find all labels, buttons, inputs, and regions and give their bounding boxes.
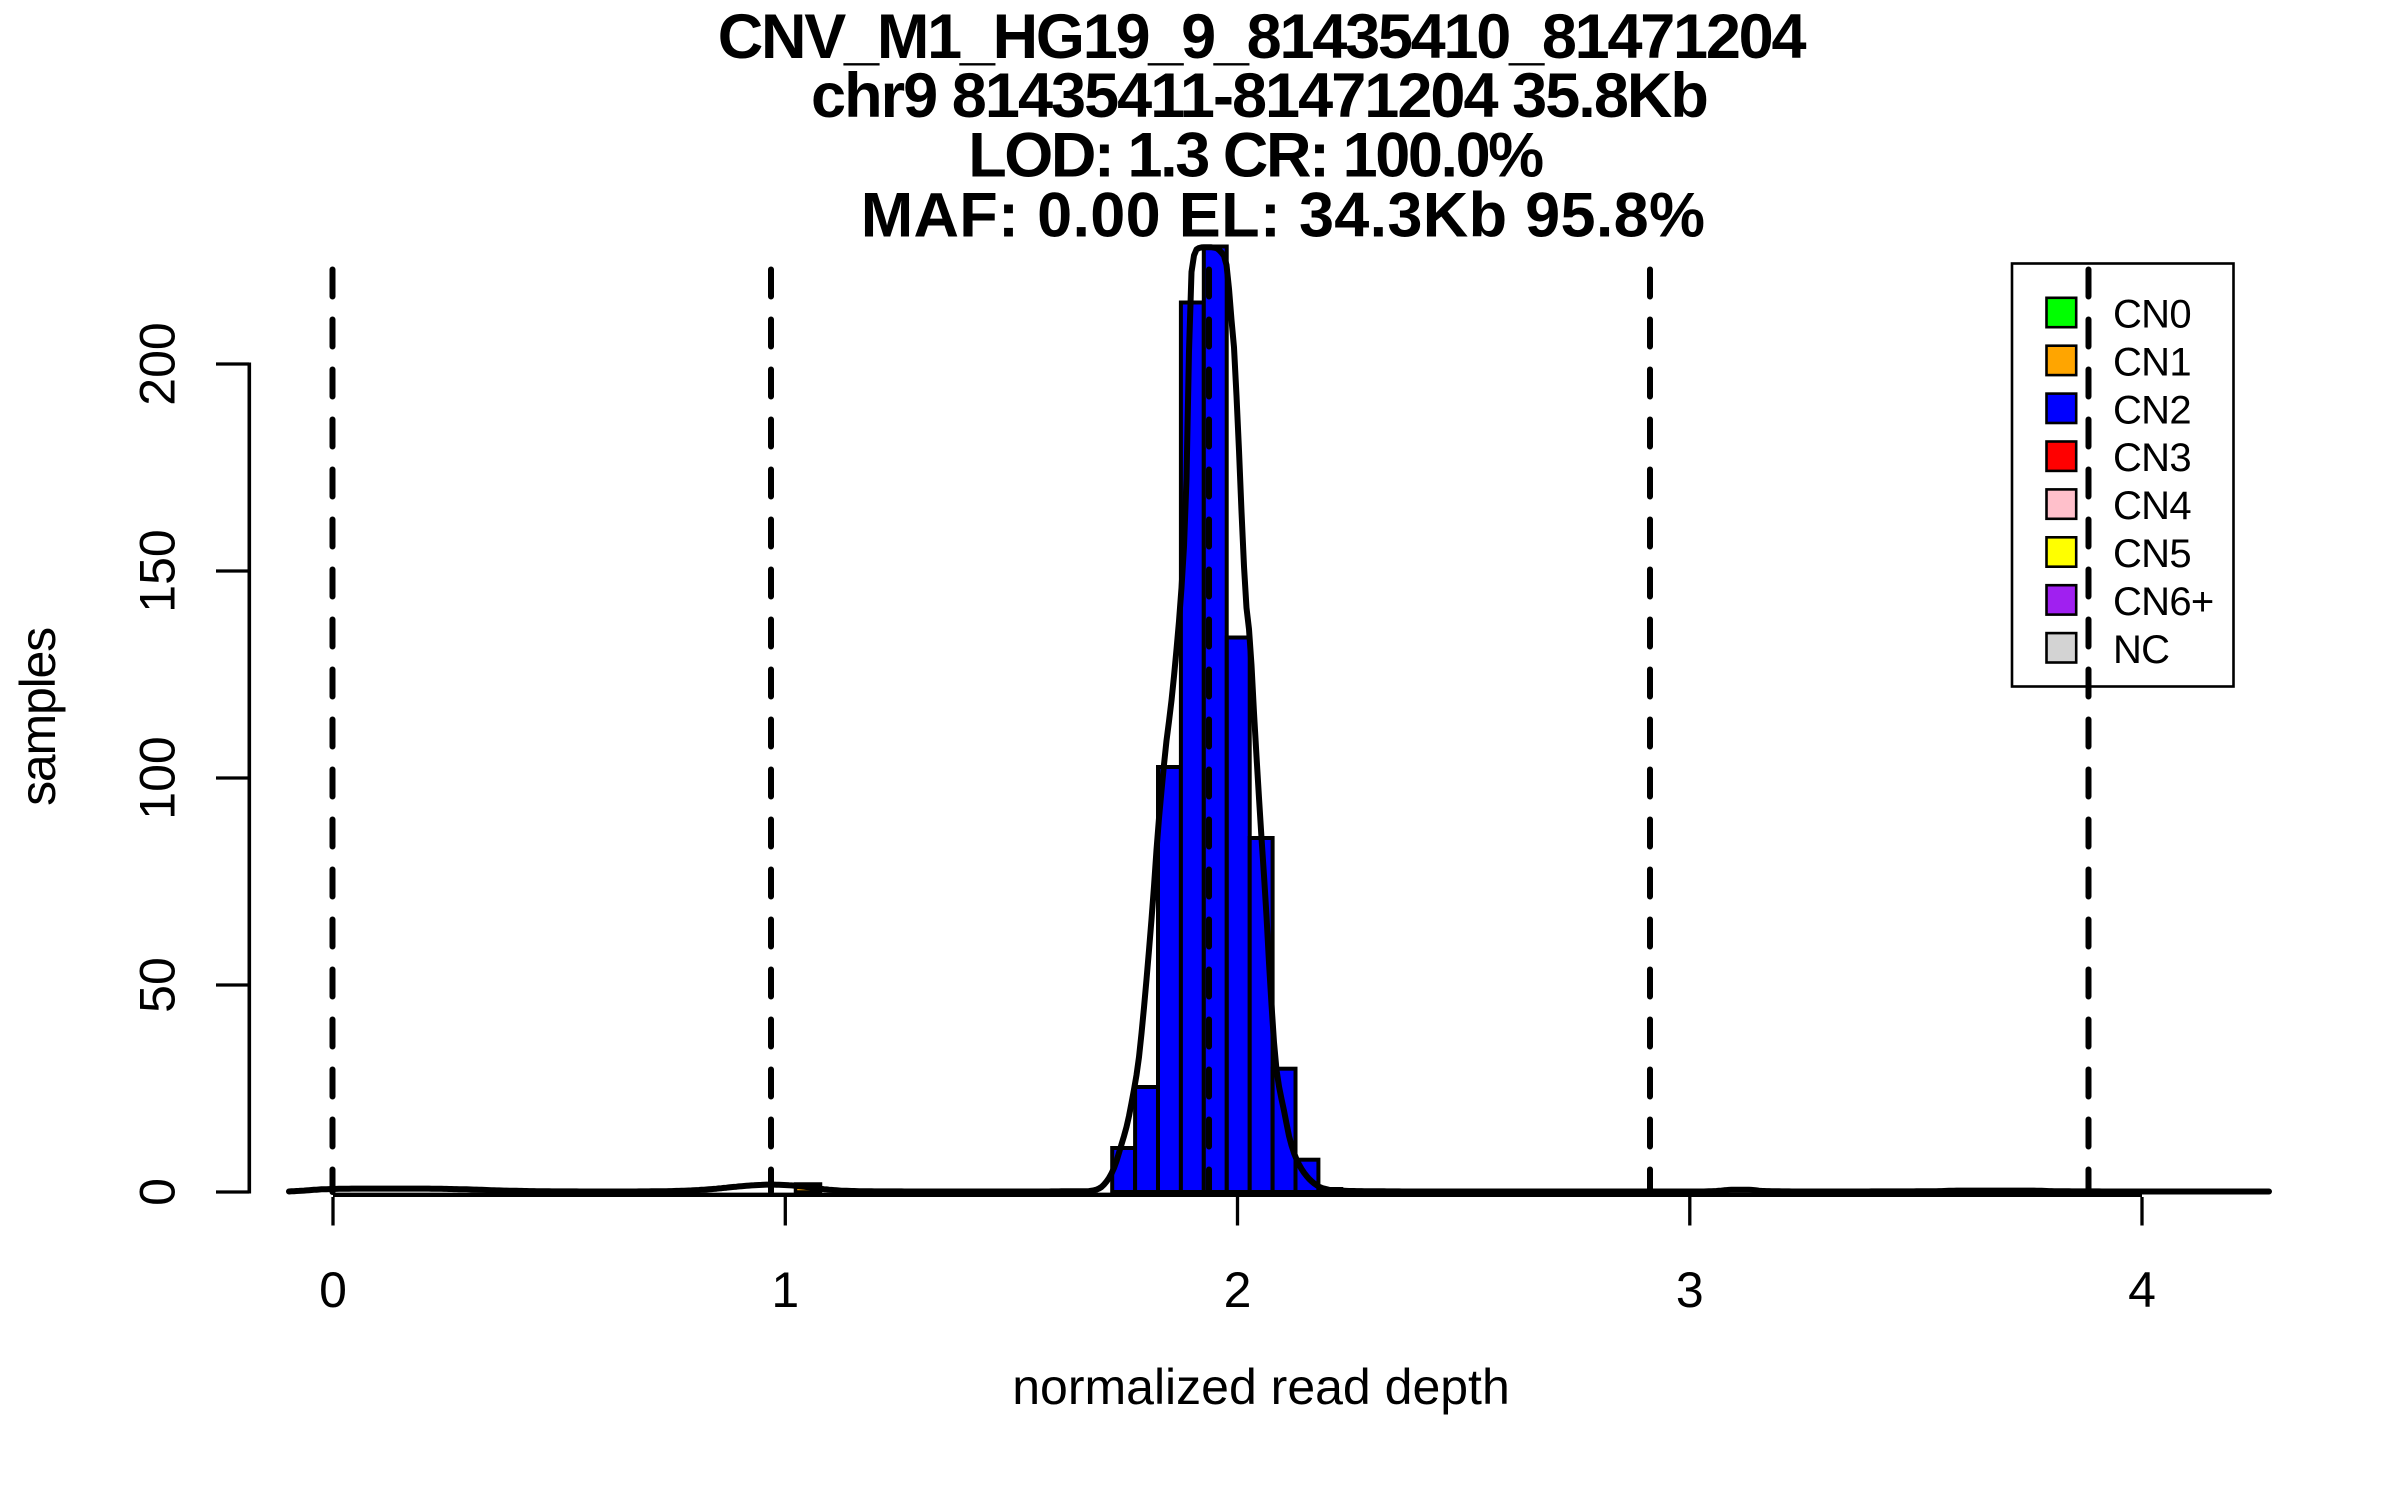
svg-text:samples: samples: [10, 628, 66, 806]
svg-text:CN4: CN4: [2113, 484, 2191, 528]
svg-text:2: 2: [1224, 1262, 1252, 1318]
svg-text:4: 4: [2128, 1262, 2156, 1318]
svg-text:NC: NC: [2113, 628, 2169, 672]
svg-text:CN1: CN1: [2113, 340, 2191, 384]
svg-text:50: 50: [130, 957, 186, 1013]
svg-text:0: 0: [319, 1262, 347, 1318]
svg-text:LOD: 1.3 CR: 100.0%: LOD: 1.3 CR: 100.0%: [968, 121, 1543, 191]
svg-text:CN5: CN5: [2113, 532, 2191, 576]
svg-text:200: 200: [130, 322, 186, 405]
svg-text:CN6+: CN6+: [2113, 580, 2214, 624]
svg-text:3: 3: [1676, 1262, 1704, 1318]
svg-text:normalized read depth: normalized read depth: [1012, 1359, 1510, 1415]
svg-text:CN3: CN3: [2113, 436, 2191, 480]
svg-text:CN0: CN0: [2113, 293, 2191, 337]
svg-text:MAF: 0.00 EL: 34.3Kb 95.8%: MAF: 0.00 EL: 34.3Kb 95.8%: [861, 181, 1706, 251]
svg-text:150: 150: [130, 529, 186, 612]
svg-text:0: 0: [130, 1178, 186, 1206]
svg-text:CNV_M1_HG19_9_81435410_8147120: CNV_M1_HG19_9_81435410_81471204: [718, 2, 1807, 72]
svg-text:1: 1: [771, 1262, 799, 1318]
svg-text:CN2: CN2: [2113, 388, 2191, 432]
svg-text:chr9 81435411-81471204 35.8Kb: chr9 81435411-81471204 35.8Kb: [811, 61, 1707, 131]
svg-text:100: 100: [130, 736, 186, 819]
